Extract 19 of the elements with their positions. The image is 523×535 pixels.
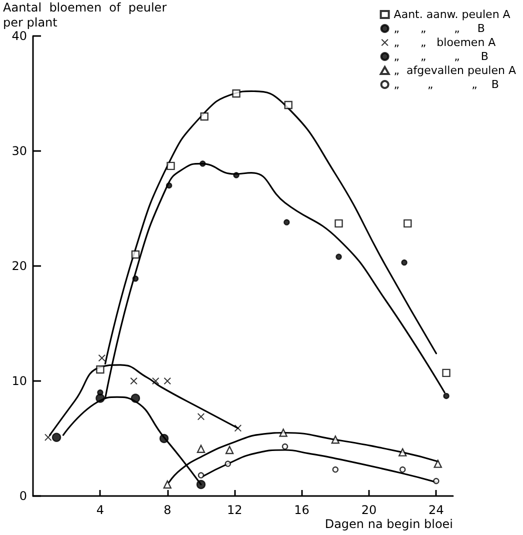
x-tick-label: 4 <box>96 503 104 517</box>
legend-label: „ afgevallen peulen A <box>394 64 516 77</box>
legend-label: „ „ „ B <box>394 50 488 63</box>
legend-label: „ „ „ B <box>394 78 499 91</box>
x-tick-label: 8 <box>164 503 172 517</box>
y-tick-label: 0 <box>19 489 27 503</box>
x-tick-label: 24 <box>428 503 444 517</box>
y-axis-title: Aantal bloemen of peuler per plant <box>3 0 167 30</box>
y-tick-label: 30 <box>12 144 27 158</box>
y-tick-label: 20 <box>12 259 27 273</box>
x-tick-label: 16 <box>294 503 310 517</box>
x-tick-label: 12 <box>226 503 242 517</box>
legend-label: „ „ bloemen A <box>394 36 496 49</box>
legend-label: Aant. aanw. peulen A <box>394 8 511 21</box>
x-tick-label: 20 <box>361 503 377 517</box>
x-axis-title: Dagen na begin bloei <box>324 517 453 531</box>
y-tick-label: 40 <box>12 29 27 43</box>
y-tick-label: 10 <box>12 374 27 388</box>
legend-label: „ „ „ B <box>394 22 485 35</box>
